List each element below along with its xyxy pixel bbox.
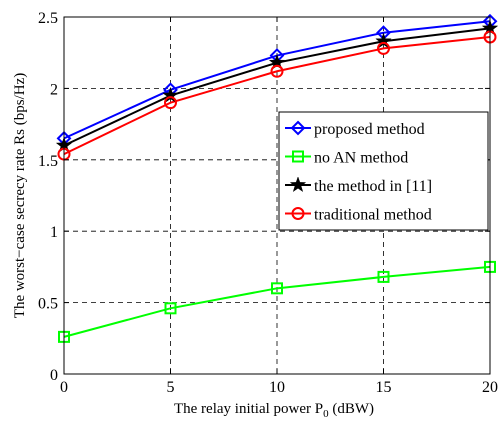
data-point-no-an-method bbox=[377, 270, 390, 283]
legend-marker-no-an-method bbox=[292, 150, 304, 163]
data-point-no-an-method bbox=[271, 282, 283, 295]
data-point-traditional-method bbox=[164, 96, 177, 110]
data-point-traditional-method bbox=[377, 41, 390, 55]
legend-box bbox=[278, 111, 489, 231]
data-point-the-method-in-11 bbox=[162, 86, 179, 103]
y-tick-label: 0 bbox=[50, 367, 58, 384]
x-axis-label-unit: (dBW) bbox=[329, 401, 374, 417]
x-tick-label: 5 bbox=[167, 379, 175, 396]
x-axis-label-main: The relay initial power P bbox=[174, 401, 323, 417]
y-tick-label: 1 bbox=[50, 224, 58, 241]
x-tick-label: 20 bbox=[482, 379, 498, 396]
x-tick-label: 10 bbox=[269, 379, 285, 396]
x-tick-labels: 0 5 10 15 20 bbox=[60, 379, 498, 396]
legend-label-the-method-in-11: the method in [11] bbox=[314, 178, 432, 195]
y-tick-label: 2.5 bbox=[38, 10, 58, 27]
legend-marker-the-method-in-11 bbox=[289, 176, 307, 193]
x-axis-label-subscript: 0 bbox=[323, 408, 329, 420]
data-point-no-an-method bbox=[164, 302, 177, 315]
legend-label-no-an-method: no AN method bbox=[314, 150, 408, 167]
x-tick-label: 0 bbox=[60, 379, 68, 396]
legend-marker-proposed-method bbox=[290, 120, 306, 136]
series-lines bbox=[63, 20, 491, 338]
series-line-no-an-method bbox=[63, 265, 491, 338]
legend-marker-traditional-method bbox=[291, 207, 305, 220]
y-tick-label: 1.5 bbox=[38, 153, 58, 170]
y-tick-label: 0.5 bbox=[38, 296, 58, 313]
y-tick-labels: 0 0.5 1 1.5 2 2.5 bbox=[38, 10, 58, 384]
y-axis-label: The worst−case secrecy rate Rs (bps/Hz) bbox=[12, 73, 28, 318]
series-line-traditional-method bbox=[63, 35, 491, 155]
legend: proposed method no AN method the method in… bbox=[278, 111, 489, 231]
y-tick-label: 2 bbox=[50, 81, 58, 98]
data-point-the-method-in-11 bbox=[375, 32, 392, 49]
x-tick-label: 15 bbox=[376, 379, 392, 396]
legend-label-traditional-method: traditional method bbox=[314, 207, 432, 224]
x-axis-label: The relay initial power P0 (dBW) bbox=[174, 401, 374, 420]
legend-label-proposed-method: proposed method bbox=[314, 121, 425, 138]
data-point-traditional-method bbox=[270, 64, 284, 78]
